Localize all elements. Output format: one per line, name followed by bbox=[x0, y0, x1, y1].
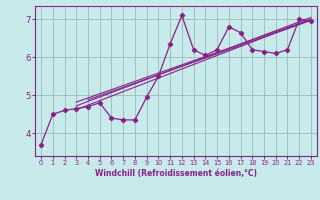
X-axis label: Windchill (Refroidissement éolien,°C): Windchill (Refroidissement éolien,°C) bbox=[95, 169, 257, 178]
